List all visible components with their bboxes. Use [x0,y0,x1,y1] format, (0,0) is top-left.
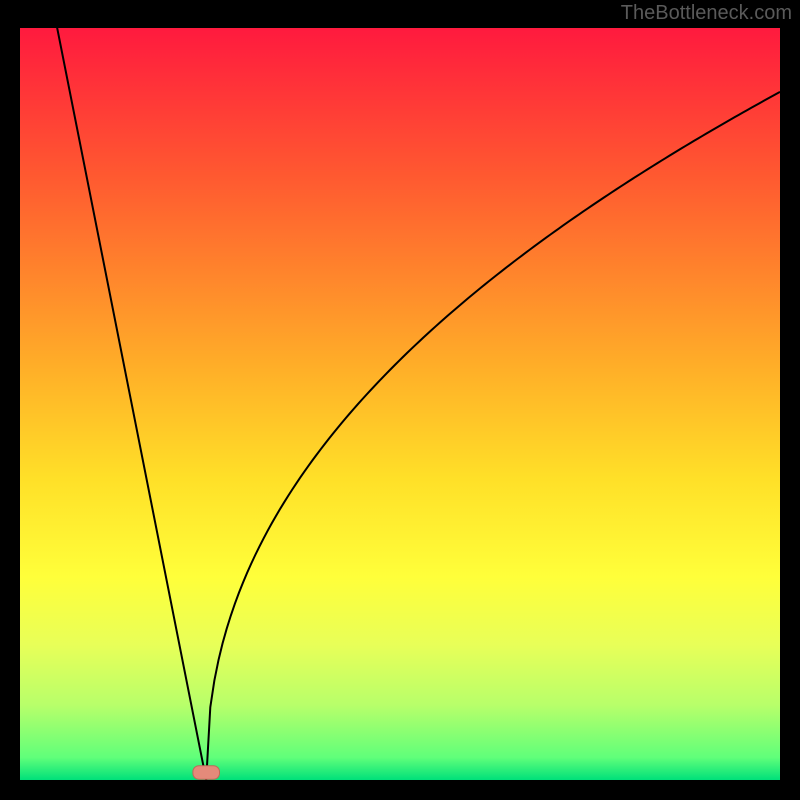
gradient-chart [20,28,780,780]
watermark-text: TheBottleneck.com [621,2,792,25]
gradient-background [20,28,780,780]
chart-frame: TheBottleneck.com [0,0,800,800]
plot-area [20,28,780,780]
minimum-marker [193,766,220,780]
